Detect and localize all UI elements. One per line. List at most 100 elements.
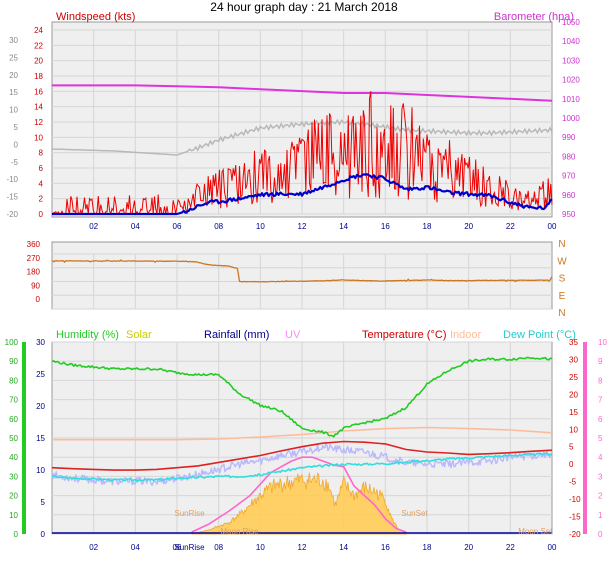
barometer-tick: 960 xyxy=(562,191,576,200)
temperature-tick: 30 xyxy=(569,355,578,364)
temperature-tick: 35 xyxy=(569,338,578,347)
barometer-tick: 1040 xyxy=(562,37,580,46)
uv-tick: 7 xyxy=(598,396,603,405)
uv-tick: 0 xyxy=(598,530,603,539)
barometer-tick: 1030 xyxy=(562,56,580,65)
annotation-0: SunRise xyxy=(174,509,205,518)
climate-x-tick: 02 xyxy=(89,543,98,552)
windspeed-tick: 24 xyxy=(34,26,43,35)
direction-tick: 360 xyxy=(27,240,41,249)
climate-x-tick: 06 xyxy=(173,543,182,552)
temperature-scale-tick: -20 xyxy=(6,210,18,219)
wind-x-tick: 18 xyxy=(423,222,432,231)
wind-x-tick: 14 xyxy=(339,222,348,231)
compass-label: N xyxy=(558,308,565,319)
humidity-tick: 10 xyxy=(9,511,18,520)
humidity-tick: 0 xyxy=(14,530,19,539)
barometer-axis-label: Barometer (hpa) xyxy=(494,11,574,23)
uv-tick: 6 xyxy=(598,415,603,424)
climate-x-tick: 20 xyxy=(464,543,473,552)
temperature-tick: -20 xyxy=(569,530,581,539)
climate-x-tick: 16 xyxy=(381,543,390,552)
windspeed-tick: 22 xyxy=(34,41,43,50)
grey-trend-line xyxy=(51,118,553,156)
temperature-scale-tick: 30 xyxy=(9,36,18,45)
humidity-tick: 60 xyxy=(9,415,18,424)
barometer-tick: 970 xyxy=(562,172,576,181)
climate-x-tick: 14 xyxy=(339,543,348,552)
windspeed-tick: 20 xyxy=(34,57,43,66)
rainfall-tick: 20 xyxy=(36,402,45,411)
temperature-tick: -15 xyxy=(569,513,581,522)
wind-x-tick: 22 xyxy=(506,222,515,231)
uv-line xyxy=(191,456,407,533)
compass-label: W xyxy=(557,256,567,267)
temperature-scale-tick: 25 xyxy=(9,53,18,62)
wind-panel: Windspeed (kts) Barometer (hpa) 30252015… xyxy=(6,11,580,231)
annotation-2: SunRise xyxy=(174,543,205,552)
wind-average-line xyxy=(52,173,553,216)
climate-x-tick: 10 xyxy=(256,543,265,552)
legend-0: Humidity (%) xyxy=(56,329,119,341)
uv-axis-bar xyxy=(583,342,587,534)
direction-tick: 90 xyxy=(31,281,40,290)
windspeed-axis-label: Windspeed (kts) xyxy=(56,11,135,23)
climate-x-tick: 00 xyxy=(548,543,557,552)
dew-point-line xyxy=(51,452,552,482)
rainfall-tick: 25 xyxy=(36,370,45,379)
temperature-tick: 10 xyxy=(569,425,578,434)
wind-x-tick: 20 xyxy=(464,222,473,231)
direction-tick: 270 xyxy=(27,254,41,263)
temperature-tick: 20 xyxy=(569,390,578,399)
temperature-scale-tick: -5 xyxy=(11,158,19,167)
compass-label: N xyxy=(558,239,565,250)
wind-x-tick: 10 xyxy=(256,222,265,231)
temperature-scale-tick: -10 xyxy=(6,175,18,184)
temperature-scale-tick: 20 xyxy=(9,71,18,80)
wind-x-tick: 04 xyxy=(131,222,140,231)
temperature-scale-tick: 5 xyxy=(14,123,19,132)
climate-panel: Humidity (%) Solar Rainfall (mm) UV Temperat… xyxy=(5,329,608,552)
barometer-tick: 990 xyxy=(562,133,576,142)
rainfall-tick: 5 xyxy=(41,498,46,507)
rainfall-tick: 0 xyxy=(41,530,46,539)
climate-x-tick: 18 xyxy=(423,543,432,552)
annotation-4: Moon Set xyxy=(518,527,553,536)
climate-x-tick: 22 xyxy=(506,543,515,552)
legend-5: Indoor xyxy=(450,329,482,341)
windspeed-tick: 6 xyxy=(39,164,44,173)
temperature-tick: 15 xyxy=(569,408,578,417)
rainfall-tick: 15 xyxy=(36,434,45,443)
windspeed-tick: 16 xyxy=(34,87,43,96)
page-title: 24 hour graph day : 21 March 2018 xyxy=(210,0,398,14)
temperature-tick: 0 xyxy=(569,460,574,469)
apparent-temperature-line xyxy=(51,443,553,486)
humidity-tick: 100 xyxy=(5,338,19,347)
barometer-tick: 980 xyxy=(562,152,576,161)
uv-tick: 3 xyxy=(598,472,603,481)
climate-x-tick: 08 xyxy=(214,543,223,552)
legend-4: Temperature (°C) xyxy=(362,329,446,341)
uv-tick: 1 xyxy=(598,511,603,520)
barometer-tick: 950 xyxy=(562,210,576,219)
uv-tick: 5 xyxy=(598,434,603,443)
windspeed-tick: 12 xyxy=(34,118,43,127)
climate-x-tick: 04 xyxy=(131,543,140,552)
temperature-tick: -10 xyxy=(569,495,581,504)
temperature-line xyxy=(51,440,553,471)
legend-2: Rainfall (mm) xyxy=(204,329,269,341)
wind-x-tick: 08 xyxy=(214,222,223,231)
temperature-tick: -5 xyxy=(569,478,577,487)
uv-tick: 10 xyxy=(598,338,607,347)
climate-x-tick: 12 xyxy=(298,543,307,552)
windspeed-tick: 4 xyxy=(39,179,44,188)
compass-label: S xyxy=(559,274,566,285)
direction-tick: 0 xyxy=(36,295,41,304)
wind-x-tick: 12 xyxy=(298,222,307,231)
windspeed-tick: 2 xyxy=(39,195,44,204)
temperature-tick: 5 xyxy=(569,443,574,452)
windspeed-tick: 18 xyxy=(34,72,43,81)
